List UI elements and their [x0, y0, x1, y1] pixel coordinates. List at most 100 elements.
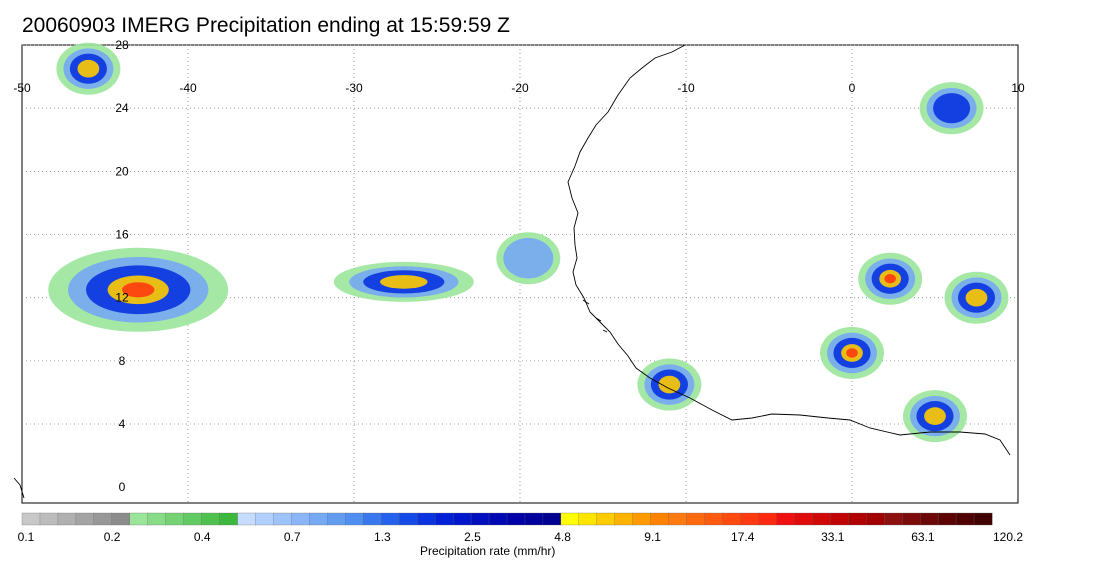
colorbar-swatch: [201, 512, 221, 526]
colorbar-swatch: [327, 512, 346, 526]
colorbar-swatch: [309, 512, 328, 526]
colorbar-swatch: [596, 512, 616, 526]
lon-tick-label: -10: [677, 81, 695, 95]
lon-tick-label: -50: [13, 81, 31, 95]
colorbar-tick-label: 0.2: [104, 530, 121, 544]
lat-tick-label: 24: [115, 101, 129, 115]
colorbar-swatch: [345, 512, 364, 526]
precip-contour: [380, 275, 428, 289]
lat-tick-label: 28: [115, 38, 129, 52]
precip-contour: [658, 375, 681, 394]
colorbar-tick-label: 4.8: [554, 530, 571, 544]
colorbar-swatch: [542, 512, 562, 526]
colorbar-swatch: [417, 512, 436, 526]
colorbar-swatch: [955, 512, 975, 526]
colorbar-swatch: [973, 512, 993, 526]
colorbar-swatch: [129, 512, 149, 526]
colorbar-swatch: [488, 512, 508, 526]
colorbar-swatch: [75, 512, 95, 526]
lat-tick-label: 4: [119, 417, 126, 431]
lon-tick-label: -20: [511, 81, 529, 95]
colorbar-swatch: [57, 512, 77, 526]
lat-tick-label: 0: [119, 480, 126, 494]
colorbar-swatch: [937, 512, 957, 526]
colorbar-swatch: [273, 512, 292, 526]
colorbar-tick-label: 33.1: [821, 530, 845, 544]
precip-cell: [820, 326, 884, 379]
axis-labels: -50 -40 -30 -20 -10 0 10 0 4 8 12 16 20 24 28: [13, 38, 1025, 494]
colorbar-swatch: [21, 512, 41, 526]
colorbar-swatch: [578, 512, 598, 526]
lat-tick-label: 20: [115, 164, 129, 178]
colorbar-swatch: [902, 512, 921, 526]
colorbar-swatch: [830, 512, 849, 526]
colorbar-tick-label: 63.1: [911, 530, 935, 544]
colorbar-swatch: [866, 512, 885, 526]
colorbar-swatch: [632, 512, 652, 526]
colorbar-swatch: [919, 512, 939, 526]
africa-west-coast: [567, 44, 1011, 456]
colorbar-swatch: [686, 512, 706, 526]
precip-contour: [884, 274, 896, 284]
precip-cell: [858, 252, 923, 305]
colorbar-swatch: [668, 512, 688, 526]
colorbar-swatch: [165, 512, 185, 526]
precip-cell: [56, 42, 121, 95]
colorbar-swatch: [219, 512, 239, 526]
precip-cell: [903, 390, 967, 443]
precip-contour: [503, 237, 554, 279]
lon-tick-label: 0: [849, 81, 856, 95]
colorbar-tick-label: 0.4: [194, 530, 211, 544]
colorbar-swatch: [524, 512, 544, 526]
precip-contour: [77, 59, 100, 78]
coastline: [13, 44, 1011, 499]
lon-tick-label: -40: [179, 81, 197, 95]
precip-cell: [919, 82, 984, 135]
colorbar-swatch: [776, 512, 795, 526]
coastal-islands: [13, 299, 608, 499]
lat-tick-label: 12: [115, 291, 129, 305]
colorbar-swatch: [39, 512, 59, 526]
precip-contour: [122, 282, 155, 298]
colorbar-swatch: [812, 512, 831, 526]
colorbar-swatch: [111, 512, 131, 526]
colorbar-swatch: [434, 512, 454, 526]
colorbar-tick-label: 2.5: [464, 530, 481, 544]
colorbar-tick-label: 0.1: [18, 530, 35, 544]
map-title: 20060903 IMERG Precipitation ending at 1…: [22, 14, 510, 37]
colorbar-swatch: [237, 512, 256, 526]
colorbar-swatch: [381, 512, 400, 526]
colorbar-swatch: [399, 512, 418, 526]
colorbar-swatch: [255, 512, 274, 526]
colorbar-swatch: [758, 512, 777, 526]
colorbar-swatch: [848, 512, 867, 526]
colorbar-swatch: [470, 512, 490, 526]
colorbar-swatch: [506, 512, 526, 526]
precip-contour: [965, 288, 988, 307]
precip-cell: [637, 358, 702, 411]
precip-cell: [333, 261, 474, 302]
colorbar-tick-label: 120.2: [993, 530, 1023, 544]
colorbar-label: Precipitation rate (mm/hr): [420, 544, 555, 558]
lon-tick-label: 10: [1011, 81, 1025, 95]
colorbar-swatch: [183, 512, 203, 526]
precip-contour: [933, 93, 971, 124]
colorbar-tick-label: 9.1: [644, 530, 661, 544]
colorbar-swatch: [560, 512, 580, 526]
lat-tick-label: 16: [115, 228, 129, 242]
colorbar-swatch: [794, 512, 813, 526]
colorbar-tick-label: 1.3: [374, 530, 391, 544]
colorbar-swatch: [614, 512, 634, 526]
precipitation-field: [48, 42, 1009, 443]
colorbar: 0.1 0.2 0.4 0.7 1.3 2.5 4.8 9.1 17.4 33.1 63.1 120.…: [18, 512, 1023, 544]
colorbar-tick-label: 17.4: [731, 530, 755, 544]
colorbar-swatch: [363, 512, 382, 526]
lon-tick-label: -30: [345, 81, 363, 95]
lat-tick-label: 8: [119, 354, 126, 368]
colorbar-tick-label: 0.7: [284, 530, 301, 544]
colorbar-swatch: [452, 512, 472, 526]
colorbar-swatch: [93, 512, 113, 526]
colorbar-swatch: [147, 512, 167, 526]
colorbar-swatch: [291, 512, 310, 526]
